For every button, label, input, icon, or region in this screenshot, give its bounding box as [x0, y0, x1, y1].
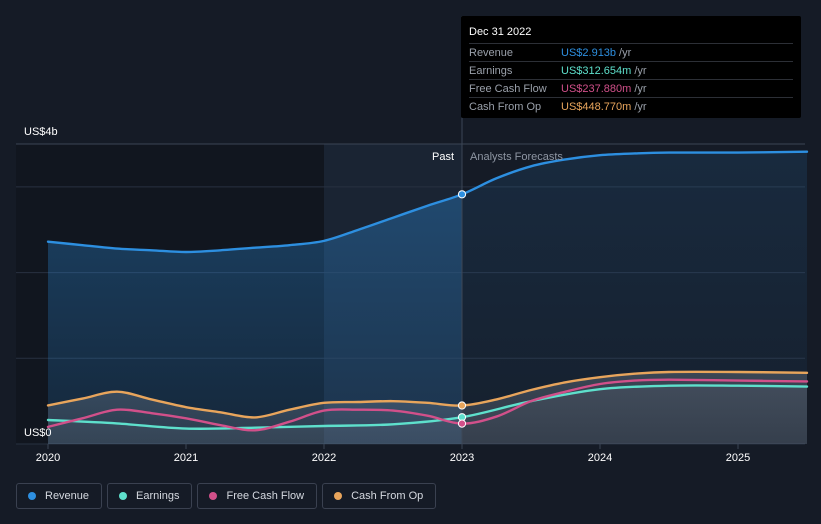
y-axis-label-top: US$4b [24, 126, 58, 138]
tooltip-value: US$2.913b [561, 46, 617, 59]
legend-label: Free Cash Flow [226, 490, 305, 502]
x-tick-label: 2022 [312, 452, 336, 464]
tooltip-row-revenue: Revenue US$2.913b /yr [469, 43, 793, 61]
tooltip-row-earnings: Earnings US$312.654m /yr [469, 61, 793, 79]
tooltip: Dec 31 2022 Revenue US$2.913b /yr Earnin… [461, 16, 801, 118]
legend-item-revenue[interactable]: Revenue [16, 483, 103, 509]
tooltip-value: US$237.880m [561, 82, 632, 95]
tooltip-unit: /yr [634, 100, 647, 113]
x-axis: 2020 2021 2022 2023 2024 2025 [36, 444, 750, 464]
tooltip-unit: /yr [619, 46, 632, 59]
legend-item-earnings[interactable]: Earnings [107, 483, 193, 509]
tooltip-label: Revenue [469, 46, 514, 59]
series-line-earnings [46, 384, 809, 431]
x-tick-label: 2021 [174, 452, 198, 464]
tooltip-unit: /yr [634, 64, 647, 77]
tooltip-unit: /yr [634, 82, 647, 95]
legend-dot-icon [209, 492, 218, 500]
y-axis-label-bottom: US$0 [24, 427, 52, 439]
legend-item-free-cash-flow[interactable]: Free Cash Flow [197, 483, 318, 509]
tooltip-value: US$312.654m [561, 64, 632, 77]
legend-dot-icon [28, 492, 36, 500]
series-marker-free-cash-flow [457, 419, 467, 428]
x-tick-label: 2023 [450, 452, 474, 464]
analysts-forecasts-label: Analysts Forecasts [470, 151, 563, 163]
x-tick-label: 2025 [726, 452, 750, 464]
series-line-free-cash-flow [46, 378, 809, 432]
series-area-cash-from-op [48, 371, 807, 444]
legend: Revenue Earnings Free Cash Flow Cash Fro… [16, 483, 437, 509]
tooltip-label: Earnings [469, 64, 513, 77]
series-area-revenue [48, 194, 462, 444]
tooltip-label: Cash From Op [469, 100, 542, 113]
past-label: Past [432, 151, 454, 163]
legend-item-cash-from-op[interactable]: Cash From Op [322, 483, 437, 509]
legend-dot-icon [119, 492, 128, 500]
series-marker-cash-from-op [457, 401, 467, 410]
legend-label: Revenue [45, 490, 90, 502]
legend-label: Earnings [136, 490, 180, 502]
series-line-revenue [46, 150, 809, 254]
x-tick-label: 2020 [36, 452, 60, 464]
tooltip-row-free-cash-flow: Free Cash Flow US$237.880m /yr [469, 79, 793, 97]
tooltip-value: US$448.770m [561, 100, 632, 113]
tooltip-row-cash-from-op: Cash From Op US$448.770m /yr [469, 97, 793, 115]
series-line-cash-from-op [46, 370, 809, 419]
tooltip-date: Dec 31 2022 [469, 26, 532, 38]
legend-label: Cash From Op [351, 490, 424, 502]
series-marker-revenue [457, 190, 467, 199]
legend-dot-icon [334, 492, 343, 500]
tooltip-label: Free Cash Flow [469, 82, 547, 95]
x-tick-label: 2024 [588, 452, 612, 464]
